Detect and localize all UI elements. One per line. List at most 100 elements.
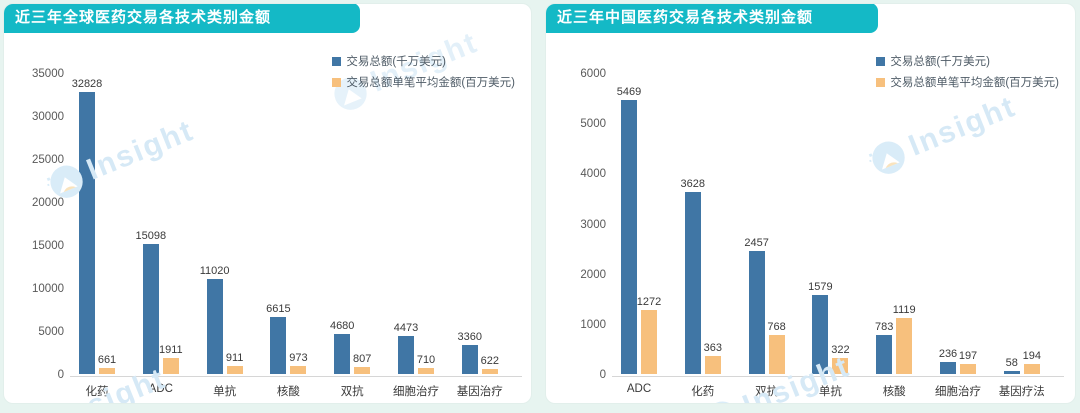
- bar-value-label: 58: [1005, 357, 1018, 370]
- bar-value-label: 768: [767, 321, 786, 334]
- bar-value-label: 807: [353, 353, 372, 366]
- bar-value-label: 622: [480, 354, 499, 367]
- bar-value-label: 194: [1022, 350, 1041, 363]
- plot-area-global: 0 5000 10000 15000 20000 25000 30000 35000 32828…: [4, 4, 531, 403]
- y-axis-tick: 0: [599, 369, 606, 381]
- chart-title-global: 近三年全球医药交易各技术类别金额: [4, 4, 360, 33]
- bar-value-label: 197: [958, 350, 978, 363]
- bar-value-label: 973: [289, 351, 308, 364]
- category-label: 细胞治疗: [393, 386, 439, 398]
- legend-item: 交易总额单笔平均金额(百万美元): [876, 74, 1059, 90]
- legend-label: 交易总额单笔平均金额(百万美元): [346, 77, 515, 89]
- legend-label: 交易总额单笔平均金额(百万美元): [890, 77, 1059, 89]
- bar-value-label: 322: [831, 343, 850, 356]
- bar-value-label: 1579: [808, 280, 833, 293]
- bar-value-label: 710: [416, 353, 436, 366]
- category-label: 核酸: [276, 386, 300, 398]
- y-axis-tick: 35000: [32, 68, 64, 80]
- legend-marker: [332, 77, 342, 87]
- category-label: 双抗: [755, 386, 779, 398]
- y-axis-tick: 20000: [32, 197, 64, 209]
- bar-total: [270, 317, 287, 374]
- bar-average: [99, 368, 115, 374]
- bar-value-label: 4473: [393, 321, 419, 334]
- category-label: ADC: [626, 383, 652, 395]
- bar-average: [768, 335, 785, 374]
- category-label: ADC: [148, 383, 173, 395]
- bar-total: [748, 250, 765, 374]
- bar-total: [79, 91, 95, 374]
- legend-marker: [332, 56, 342, 66]
- bar-total: [461, 345, 478, 374]
- legend-china: 交易总额(千万美元) 交易总额单笔平均金额(百万美元): [876, 53, 1059, 90]
- bar-value-label: 911: [225, 352, 244, 365]
- plot-area-china: 0 1000 2000 3000 4000 5000 6000 5469 1272 ADC 3628…: [546, 4, 1075, 403]
- bar-total: [206, 279, 223, 374]
- bar-value-label: 5469: [616, 85, 642, 98]
- bar-value-label: 3360: [457, 331, 483, 344]
- bar-average: [418, 367, 434, 374]
- bar-value-label: 15098: [135, 230, 167, 243]
- chart-title-china: 近三年中国医药交易各技术类别金额: [546, 4, 878, 33]
- category-label: 单抗: [818, 386, 842, 398]
- y-axis-tick: 3000: [580, 218, 606, 231]
- bar-total: [940, 362, 956, 374]
- bar-value-label: 6615: [266, 303, 291, 316]
- legend-marker: [876, 56, 886, 66]
- category-label: 双抗: [340, 386, 364, 398]
- bar-average: [832, 357, 849, 374]
- bar-value-label: 32828: [71, 77, 103, 90]
- bar-value-label: 11020: [199, 265, 230, 278]
- category-label: 基因疗法: [998, 386, 1045, 398]
- bar-total: [684, 192, 701, 374]
- legend-label: 交易总额(千万美元): [346, 56, 446, 68]
- bar-average: [960, 364, 976, 374]
- legend-global: 交易总额(千万美元) 交易总额单笔平均金额(百万美元): [332, 53, 515, 90]
- bar-average: [704, 355, 721, 374]
- bar-value-label: 1911: [158, 343, 183, 356]
- bar-value-label: 3628: [680, 178, 706, 190]
- bar-average: [896, 317, 913, 374]
- bar-value-label: 1119: [892, 303, 916, 316]
- bar-average: [641, 310, 657, 374]
- legend-marker: [876, 77, 886, 87]
- y-axis-tick: 30000: [32, 111, 64, 123]
- bar-value-label: 661: [97, 354, 117, 367]
- bar-value-label: 1272: [636, 296, 662, 309]
- category-label: 化药: [85, 386, 109, 398]
- category-label: 核酸: [882, 386, 906, 398]
- category-label: 基因治疗: [456, 386, 503, 398]
- y-axis-tick: 5000: [580, 118, 606, 131]
- x-axis-line: [612, 376, 1064, 377]
- bar-total: [398, 335, 414, 374]
- category-label: 细胞治疗: [935, 386, 981, 398]
- bar-value-label: 236: [938, 348, 958, 361]
- bar-total: [876, 334, 893, 374]
- bar-value-label: 4680: [329, 319, 355, 332]
- bar-total: [812, 294, 829, 374]
- y-axis-tick: 2000: [580, 268, 606, 281]
- bar-average: [354, 367, 371, 374]
- y-axis-tick: 1000: [580, 318, 606, 331]
- bar-average: [290, 365, 307, 374]
- legend-item: 交易总额(千万美元): [876, 53, 990, 69]
- bar-total: [1003, 371, 1020, 374]
- china-deals-chart-card: 近三年中国医药交易各技术类别金额 交易总额(千万美元) 交易总额单笔平均金额(百万…: [545, 3, 1076, 404]
- y-axis-tick: 25000: [32, 154, 64, 166]
- bar-total: [621, 99, 637, 374]
- y-axis-tick: 15000: [32, 240, 64, 252]
- bar-total: [142, 244, 159, 374]
- y-axis-tick: 4000: [580, 168, 606, 181]
- global-deals-chart-card: 近三年全球医药交易各技术类别金额 交易总额(千万美元) 交易总额单笔平均金额(百万…: [3, 3, 532, 404]
- bar-total: [334, 333, 351, 374]
- category-label: 单抗: [213, 386, 237, 398]
- bar-value-label: 2457: [744, 236, 769, 249]
- category-label: 化药: [691, 386, 715, 398]
- x-axis-line: [70, 376, 522, 377]
- bar-value-label: 783: [875, 320, 894, 333]
- legend-label: 交易总额(千万美元): [890, 56, 990, 68]
- bar-average: [481, 368, 498, 374]
- y-axis-tick: 0: [57, 369, 64, 381]
- bar-average: [226, 366, 243, 374]
- bar-value-label: 363: [703, 341, 722, 354]
